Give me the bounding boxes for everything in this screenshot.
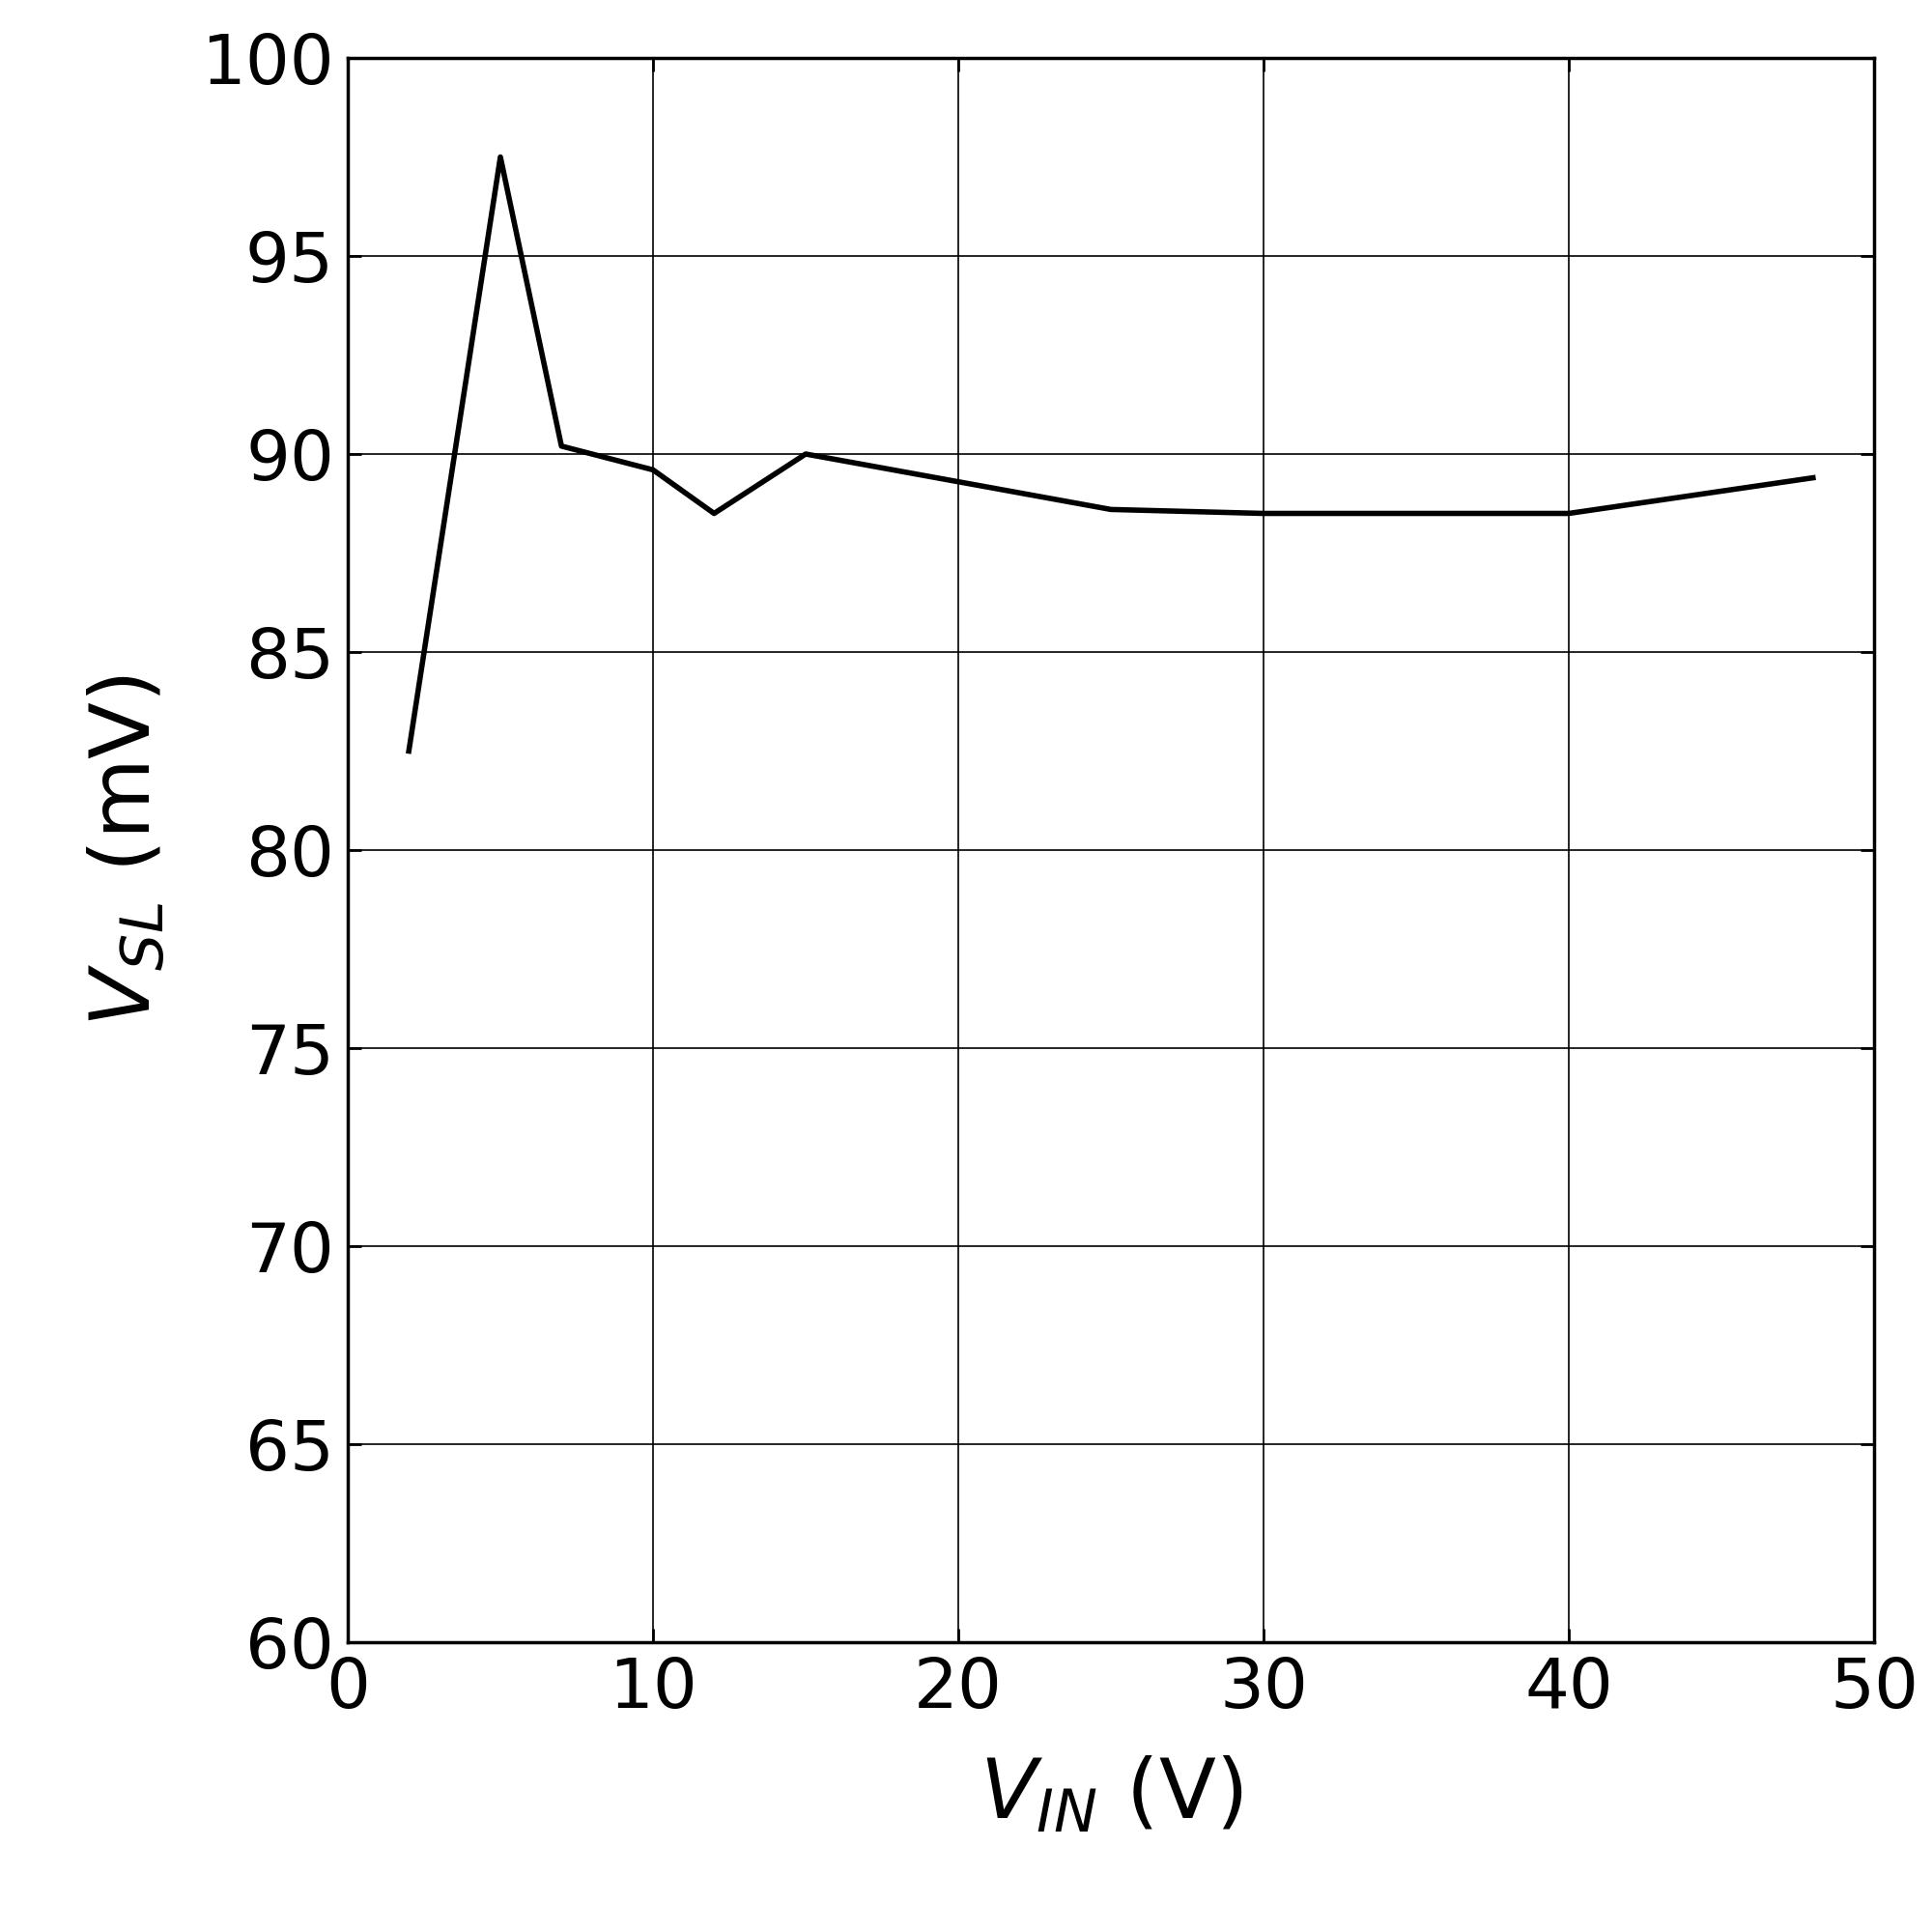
- Y-axis label: $V_{SL}$ (mV): $V_{SL}$ (mV): [87, 674, 168, 1026]
- X-axis label: $V_{IN}$ (V): $V_{IN}$ (V): [980, 1756, 1242, 1835]
